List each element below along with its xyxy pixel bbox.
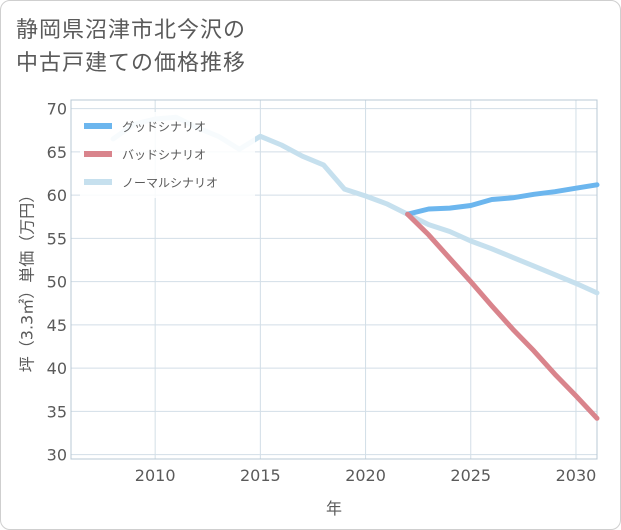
y-tick-label: 40 bbox=[47, 359, 67, 378]
x-tick-label: 2030 bbox=[556, 466, 597, 485]
legend-label: グッドシナリオ bbox=[122, 120, 206, 134]
tick-labels: 2010 2015 2020 2025 2030 30 35 40 45 50 55 60 65 70 bbox=[47, 100, 597, 485]
y-tick-label: 55 bbox=[47, 229, 67, 248]
y-tick-label: 65 bbox=[47, 143, 67, 162]
x-axis-label: 年 bbox=[326, 499, 342, 518]
legend-label: バッドシナリオ bbox=[122, 148, 206, 162]
legend-label: ノーマルシナリオ bbox=[122, 176, 218, 190]
series-line bbox=[405, 211, 600, 421]
x-tick-label: 2015 bbox=[240, 466, 281, 485]
page-title: 静岡県沼津市北今沢の 中古戸建ての価格推移 bbox=[16, 14, 246, 80]
y-tick-label: 30 bbox=[47, 446, 67, 465]
x-tick-label: 2020 bbox=[345, 466, 386, 485]
title-line-2: 中古戸建ての価格推移 bbox=[16, 51, 247, 76]
x-tick-label: 2010 bbox=[135, 466, 176, 485]
plot-area-border bbox=[70, 99, 598, 460]
y-tick-label: 45 bbox=[47, 316, 67, 335]
y-axis-label: 坪（3.3㎡）単価（万円） bbox=[18, 187, 37, 372]
y-tick-label: 50 bbox=[47, 273, 67, 292]
series-line bbox=[405, 182, 600, 217]
y-tick-label: 35 bbox=[47, 402, 67, 421]
title-line-1: 静岡県沼津市北今沢の bbox=[16, 18, 247, 43]
y-tick-label: 60 bbox=[47, 186, 67, 205]
x-tick-label: 2025 bbox=[450, 466, 491, 485]
y-tick-label: 70 bbox=[47, 100, 67, 119]
